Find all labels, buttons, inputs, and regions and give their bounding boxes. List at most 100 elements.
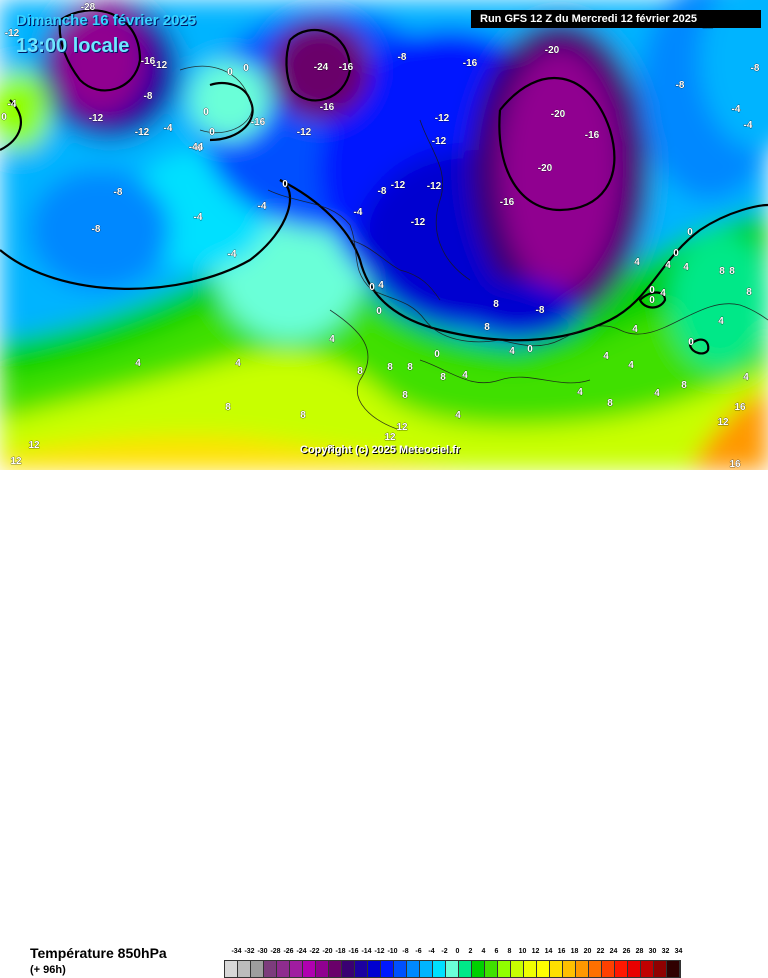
map-value-label: 16 bbox=[729, 459, 741, 470]
scale-tick-label: 22 bbox=[596, 948, 605, 955]
scale-swatch bbox=[615, 961, 628, 977]
scale-swatch bbox=[511, 961, 524, 977]
scale-swatch bbox=[316, 961, 329, 977]
map-value-label: 12 bbox=[10, 456, 22, 467]
map-value-label: 0 bbox=[243, 63, 249, 74]
map-value-label: 8 bbox=[681, 380, 687, 391]
scale-tick-label: 20 bbox=[583, 948, 592, 955]
map-value-label: -8 bbox=[536, 305, 545, 316]
scale-tick-label: -22 bbox=[309, 948, 320, 955]
map-value-label: -20 bbox=[551, 109, 566, 120]
map-value-label: -24 bbox=[314, 62, 329, 73]
map-value-label: 8 bbox=[387, 362, 393, 373]
map-value-label: -4 bbox=[744, 120, 753, 131]
map-value-label: 0 bbox=[688, 337, 694, 348]
map-value-label: -20 bbox=[538, 163, 553, 174]
scale-swatch bbox=[667, 961, 680, 977]
map-value-label: 12 bbox=[384, 432, 396, 443]
map-value-label: 0 bbox=[673, 248, 679, 259]
scale-swatch bbox=[342, 961, 355, 977]
scale-swatch bbox=[251, 961, 264, 977]
map-value-label: -12 bbox=[411, 217, 426, 228]
map-value-label: -8 bbox=[378, 186, 387, 197]
legend-footer: Température 850hPa (+ 96h) -34 -32 -30 -28-… bbox=[0, 470, 768, 978]
map-value-label: 4 bbox=[378, 280, 384, 291]
map-value-label: 4 bbox=[634, 257, 640, 268]
map-value-label: 4 bbox=[718, 316, 724, 327]
map-value-label: 0 bbox=[227, 67, 233, 78]
scale-tick-label: 24 bbox=[609, 948, 618, 955]
map-value-label: 0 bbox=[649, 285, 655, 296]
map-value-label: 4 bbox=[509, 346, 515, 357]
map-value-label: -28 bbox=[81, 2, 96, 13]
scale-swatch bbox=[589, 961, 602, 977]
scale-tick-label: -32 bbox=[244, 948, 255, 955]
scale-swatch bbox=[472, 961, 485, 977]
scale-tick-label: 10 bbox=[518, 948, 527, 955]
map-value-label: 0 bbox=[687, 227, 693, 238]
scale-swatch bbox=[602, 961, 615, 977]
map-value-label: -44 bbox=[189, 142, 204, 153]
map-value-label: -8 bbox=[144, 91, 153, 102]
map-value-label: 0 bbox=[527, 344, 533, 355]
map-value-label: -4 bbox=[732, 104, 741, 115]
map-value-label: 4 bbox=[743, 372, 749, 383]
scale-tick-label: 4 bbox=[481, 948, 486, 955]
map-value-label: -8 bbox=[676, 80, 685, 91]
scale-tick-label: 12 bbox=[531, 948, 540, 955]
temperature-field bbox=[0, 0, 768, 470]
scale-tick-label: -16 bbox=[348, 948, 359, 955]
scale-swatch bbox=[368, 961, 381, 977]
scale-swatch bbox=[498, 961, 511, 977]
scale-tick-label: -30 bbox=[257, 948, 268, 955]
scale-tick-label: 18 bbox=[570, 948, 579, 955]
scale-swatch bbox=[433, 961, 446, 977]
map-value-label: 8 bbox=[607, 398, 613, 409]
scale-swatch bbox=[264, 961, 277, 977]
map-value-label: -16 bbox=[339, 62, 354, 73]
scale-swatch bbox=[485, 961, 498, 977]
scale-swatch bbox=[225, 961, 238, 977]
scale-tick-label: 8 bbox=[507, 948, 512, 955]
scale-tick-label: -18 bbox=[335, 948, 346, 955]
scale-swatch bbox=[524, 961, 537, 977]
map-value-label: 4 bbox=[455, 410, 461, 421]
scale-tick-label: -14 bbox=[361, 948, 372, 955]
map-value-label: -4 bbox=[8, 99, 17, 110]
scale-tick-label: 2 bbox=[468, 948, 473, 955]
map-value-label: 8 bbox=[493, 299, 499, 310]
map-value-label: 4 bbox=[577, 387, 583, 398]
scale-swatch bbox=[446, 961, 459, 977]
map-value-label: 8 bbox=[729, 266, 735, 277]
map-value-label: 4 bbox=[665, 260, 671, 271]
scale-swatch bbox=[563, 961, 576, 977]
map-value-label: -16 bbox=[500, 197, 515, 208]
scale-swatch bbox=[381, 961, 394, 977]
parameter-title: Température 850hPa bbox=[30, 945, 167, 961]
map-value-label: 16 bbox=[734, 402, 746, 413]
map-value-label: 8 bbox=[300, 410, 306, 421]
map-value-label: -4 bbox=[258, 201, 267, 212]
map-value-label: -8 bbox=[92, 224, 101, 235]
map-value-label: -12 bbox=[391, 180, 406, 191]
forecast-local-time: 13:00 locale bbox=[16, 35, 130, 57]
map-value-label: 8 bbox=[746, 287, 752, 298]
map-value-label: -8 bbox=[114, 187, 123, 198]
scale-swatch bbox=[290, 961, 303, 977]
map-value-label: 4 bbox=[660, 288, 666, 299]
map-value-label: 0 bbox=[209, 127, 215, 138]
map-value-label: -4 bbox=[228, 249, 237, 260]
forecast-lead-time: (+ 96h) bbox=[30, 964, 66, 976]
map-value-label: -12 bbox=[297, 127, 312, 138]
scale-tick-label: 32 bbox=[661, 948, 670, 955]
scale-swatch bbox=[576, 961, 589, 977]
color-scale-labels: -34 -32 -30 -28 -26 -24 -22 -20 -18 -16 -14 -12 -10-… bbox=[224, 948, 744, 958]
map-value-label: -4 bbox=[164, 123, 173, 134]
map-value-label: -8 bbox=[398, 52, 407, 63]
map-value-label: 0 bbox=[369, 282, 375, 293]
temperature-map: -12-28-16-12-8-12-12 -4-4-8-8-4-4-40 000-1… bbox=[0, 0, 768, 470]
map-value-label: 8 bbox=[407, 362, 413, 373]
copyright-text: Copyright (c) 2025 Meteociel.fr bbox=[300, 444, 461, 456]
map-value-label: -8 bbox=[751, 63, 760, 74]
map-value-label: -16 bbox=[251, 117, 266, 128]
